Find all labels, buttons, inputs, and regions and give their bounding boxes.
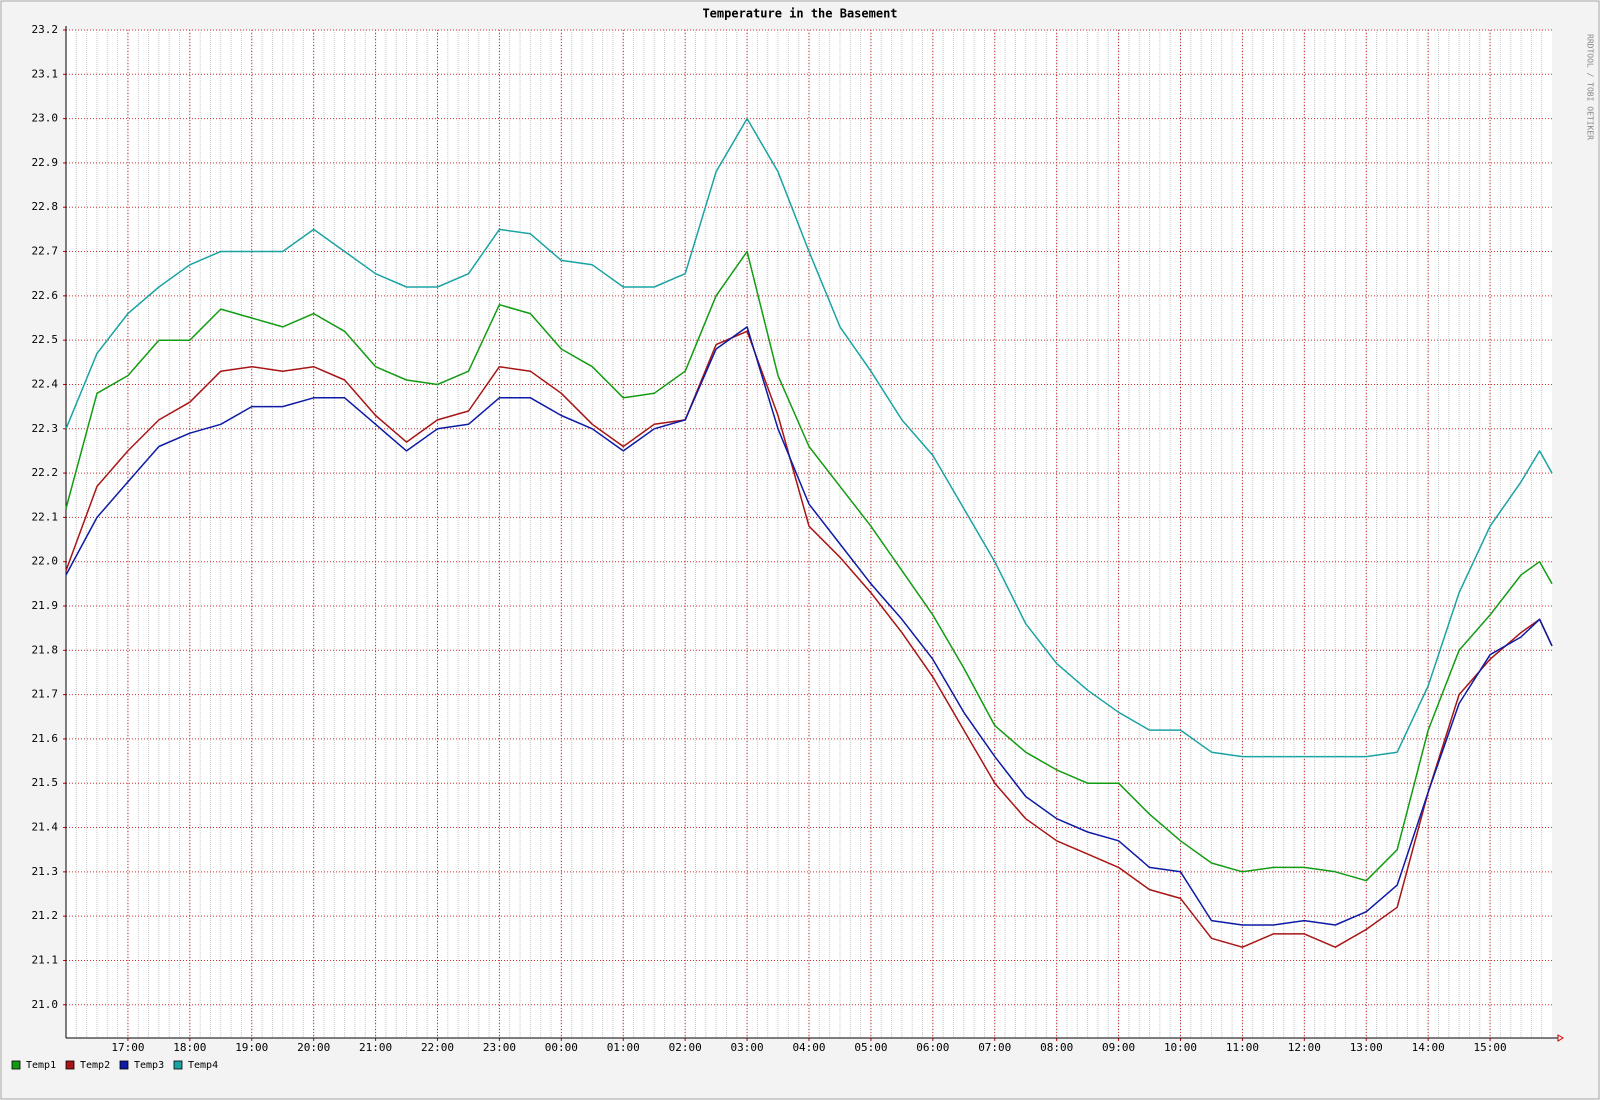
legend-swatch <box>119 1060 129 1070</box>
x-tick-label: 01:00 <box>607 1041 640 1054</box>
y-tick-label: 21.3 <box>32 865 59 878</box>
y-tick-label: 22.0 <box>32 555 59 568</box>
x-tick-label: 19:00 <box>235 1041 268 1054</box>
series-line <box>65 326 1553 926</box>
y-tick-label: 21.4 <box>32 821 59 834</box>
watermark: RRDTOOL / TOBI OETIKER <box>1586 34 1595 140</box>
x-tick-label: 21:00 <box>359 1041 392 1054</box>
x-tick-label: 18:00 <box>173 1041 206 1054</box>
series-line <box>65 330 1553 948</box>
y-tick-label: 22.4 <box>32 377 59 390</box>
y-tick-label: 22.5 <box>32 333 59 346</box>
x-tick-label: 12:00 <box>1288 1041 1321 1054</box>
y-tick-label: 23.1 <box>32 67 59 80</box>
chart-title: Temperature in the Basement <box>702 7 897 21</box>
legend-label: Temp1 <box>26 1060 56 1071</box>
y-tick-label: 23.2 <box>32 23 59 36</box>
x-tick-label: 06:00 <box>916 1041 949 1054</box>
x-tick-label: 23:00 <box>483 1041 516 1054</box>
x-tick-label: 14:00 <box>1412 1041 1445 1054</box>
x-tick-label: 04:00 <box>792 1041 825 1054</box>
x-tick-label: 09:00 <box>1102 1041 1135 1054</box>
x-tick-label: 02:00 <box>669 1041 702 1054</box>
y-tick-label: 23.0 <box>32 112 59 125</box>
y-tick-label: 21.5 <box>32 776 59 789</box>
legend-label: Temp3 <box>134 1060 164 1071</box>
legend-swatch <box>11 1060 21 1070</box>
x-tick-label: 05:00 <box>854 1041 887 1054</box>
x-tick-label: 13:00 <box>1350 1041 1383 1054</box>
x-tick-label: 20:00 <box>297 1041 330 1054</box>
legend-label: Temp2 <box>80 1060 110 1071</box>
x-tick-label: 08:00 <box>1040 1041 1073 1054</box>
x-tick-label: 15:00 <box>1474 1041 1507 1054</box>
x-tick-label: 03:00 <box>731 1041 764 1054</box>
y-tick-label: 21.0 <box>32 998 59 1011</box>
x-axis-arrow <box>1557 1034 1564 1042</box>
series-line <box>65 250 1553 882</box>
y-tick-label: 22.2 <box>32 466 59 479</box>
y-tick-label: 21.2 <box>32 909 59 922</box>
x-tick-label: 10:00 <box>1164 1041 1197 1054</box>
y-tick-label: 22.7 <box>32 245 59 258</box>
y-tick-label: 21.7 <box>32 688 59 701</box>
x-tick-label: 17:00 <box>111 1041 144 1054</box>
y-tick-label: 21.1 <box>32 953 59 966</box>
x-tick-label: 11:00 <box>1226 1041 1259 1054</box>
legend-swatch <box>65 1060 75 1070</box>
series-line <box>65 117 1553 758</box>
y-tick-label: 21.9 <box>32 599 59 612</box>
y-tick-label: 22.6 <box>32 289 59 302</box>
y-tick-label: 22.3 <box>32 422 59 435</box>
y-tick-label: 22.9 <box>32 156 59 169</box>
x-tick-label: 22:00 <box>421 1041 454 1054</box>
y-tick-label: 21.6 <box>32 732 59 745</box>
legend-swatch <box>173 1060 183 1070</box>
x-tick-label: 00:00 <box>545 1041 578 1054</box>
x-tick-label: 07:00 <box>978 1041 1011 1054</box>
y-tick-label: 22.8 <box>32 200 59 213</box>
legend-label: Temp4 <box>188 1060 218 1071</box>
y-tick-label: 22.1 <box>32 510 59 523</box>
y-tick-label: 21.8 <box>32 643 59 656</box>
